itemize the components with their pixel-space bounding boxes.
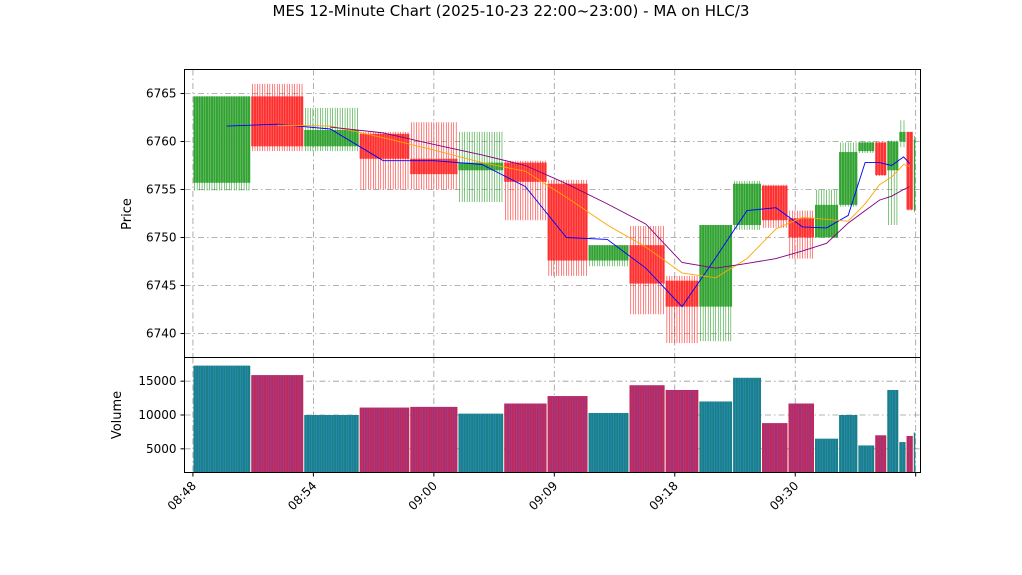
volume-bar-fill [665,389,699,473]
ma-line-3 [330,126,910,269]
candle-down [629,225,665,315]
ma-line-1 [226,123,911,308]
chart-title: MES 12-Minute Chart (2025-10-23 22:00~23… [273,2,750,20]
x-tick-label: 09:30 [767,479,801,513]
candle-down [788,210,814,259]
candle-up [858,141,875,154]
candle-down [504,160,547,221]
volume-bar [304,415,359,473]
volume-bar [665,389,699,473]
volume-bar [858,445,875,473]
volume-bar [887,389,899,473]
volume-y-axis: 5000 10000 15000 [138,374,185,456]
candle-body [665,280,699,307]
volume-bar [761,423,788,473]
volume-bar [193,365,251,473]
volume-bar-fill [410,406,458,473]
volume-bar [899,442,906,473]
volume-bar-fill [814,438,839,473]
candle-down [906,131,913,211]
volume-bar [875,435,887,473]
volume-bar [504,403,547,473]
volume-bar [359,407,410,473]
volume-bar-fill [839,415,858,473]
volume-bar [699,401,733,473]
x-axis: 08:48 08:54 09:00 09:09 09:18 09:30 [165,472,917,513]
volume-bar [251,375,304,473]
candle-up [588,245,629,267]
candle-down [665,275,699,344]
price-tick-label: 6760 [146,135,177,149]
volume-bar [588,412,629,473]
candle-body [410,158,458,175]
volume-tick-label: 10000 [138,408,176,422]
volume-bar-fill [699,401,733,473]
candle-up [458,131,504,202]
volume-bar [839,415,858,473]
candle-body [699,225,733,307]
volume-tick-label: 15000 [138,374,176,388]
candle-body [193,96,251,183]
volume-bar [547,396,588,473]
price-y-axis: 6740 6745 6750 6755 6760 6765 [146,87,185,341]
volume-bar [814,438,839,473]
price-tick-label: 6750 [146,231,177,245]
candle-up [193,96,251,191]
candle-up [887,140,899,226]
volume-bar [788,403,814,473]
volume-bar [913,432,916,473]
volume-bar-fill [504,403,547,473]
price-tick-label: 6740 [146,327,177,341]
x-tick-label: 08:54 [285,479,319,513]
moving-average-lines [226,123,911,308]
x-tick-label: 08:48 [165,479,199,513]
candle-body [733,183,761,226]
volume-tick-label: 5000 [146,442,177,456]
candle-body [251,96,304,147]
candle-down [547,179,588,276]
price-tick-label: 6755 [146,183,177,197]
volume-bar [458,413,504,473]
candle-body [504,162,547,182]
price-candles [193,83,916,344]
x-tick-label: 09:00 [406,479,440,513]
candle-up [699,225,733,342]
candle-up [814,189,839,238]
volume-bars [193,365,916,473]
price-axis-label: Price [120,198,135,230]
volume-bar [629,385,665,473]
candle-down [251,83,304,152]
candle-down [761,184,788,228]
candle-up [733,180,761,230]
volume-bar [906,435,913,473]
candle-body [839,152,858,205]
ma-line-2 [277,124,910,279]
candle-up [899,120,906,148]
candle-up [913,135,916,213]
candle-body [814,204,839,238]
price-tick-label: 6765 [146,87,177,101]
candle-down [410,122,458,190]
candle-body [913,139,916,211]
candle-up [839,142,858,207]
volume-bar-fill [733,377,761,473]
x-tick-label: 09:18 [647,479,681,513]
price-tick-label: 6745 [146,279,177,293]
volume-bar-fill [913,432,916,473]
volume-bar-fill [251,375,304,473]
volume-bar [410,406,458,473]
candle-down [875,141,887,177]
volume-bar [733,377,761,473]
x-tick-label: 09:09 [526,479,560,513]
volume-axis-label: Volume [110,391,125,439]
volume-bar-fill [193,365,251,473]
